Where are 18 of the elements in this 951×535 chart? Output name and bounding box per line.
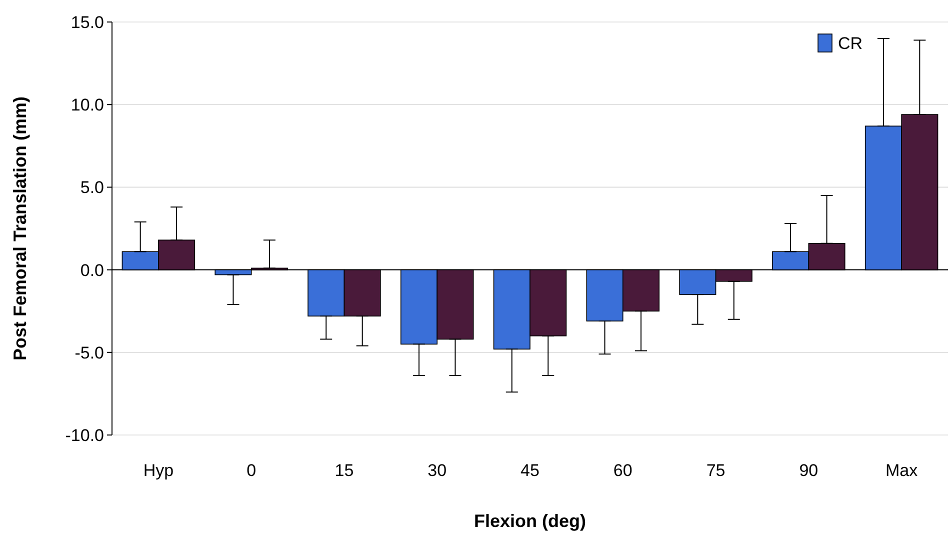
y-tick-label: -10.0 bbox=[65, 426, 104, 445]
y-tick-label: 5.0 bbox=[80, 178, 104, 198]
y-tick-label: 10.0 bbox=[70, 96, 104, 115]
x-tick-label: 90 bbox=[799, 461, 818, 480]
y-tick-label: 15.0 bbox=[70, 12, 104, 32]
y-tick-label: -5.0 bbox=[74, 343, 104, 362]
x-axis-title: Flexion (deg) bbox=[474, 511, 586, 531]
x-tick-label: 30 bbox=[428, 461, 447, 480]
x-tick-label: Max bbox=[885, 461, 918, 480]
legend-label: CR bbox=[838, 34, 863, 53]
x-tick-label: Hyp bbox=[143, 461, 174, 480]
x-tick-label: 45 bbox=[520, 461, 540, 480]
x-tick-label: 60 bbox=[613, 461, 632, 480]
x-tick-label: 75 bbox=[706, 461, 726, 480]
y-tick-label: 0.0 bbox=[80, 260, 104, 280]
x-tick-label: 0 bbox=[246, 461, 256, 480]
y-axis-title: Post Femoral Translation (mm) bbox=[10, 96, 30, 361]
x-tick-label: 15 bbox=[334, 461, 354, 480]
